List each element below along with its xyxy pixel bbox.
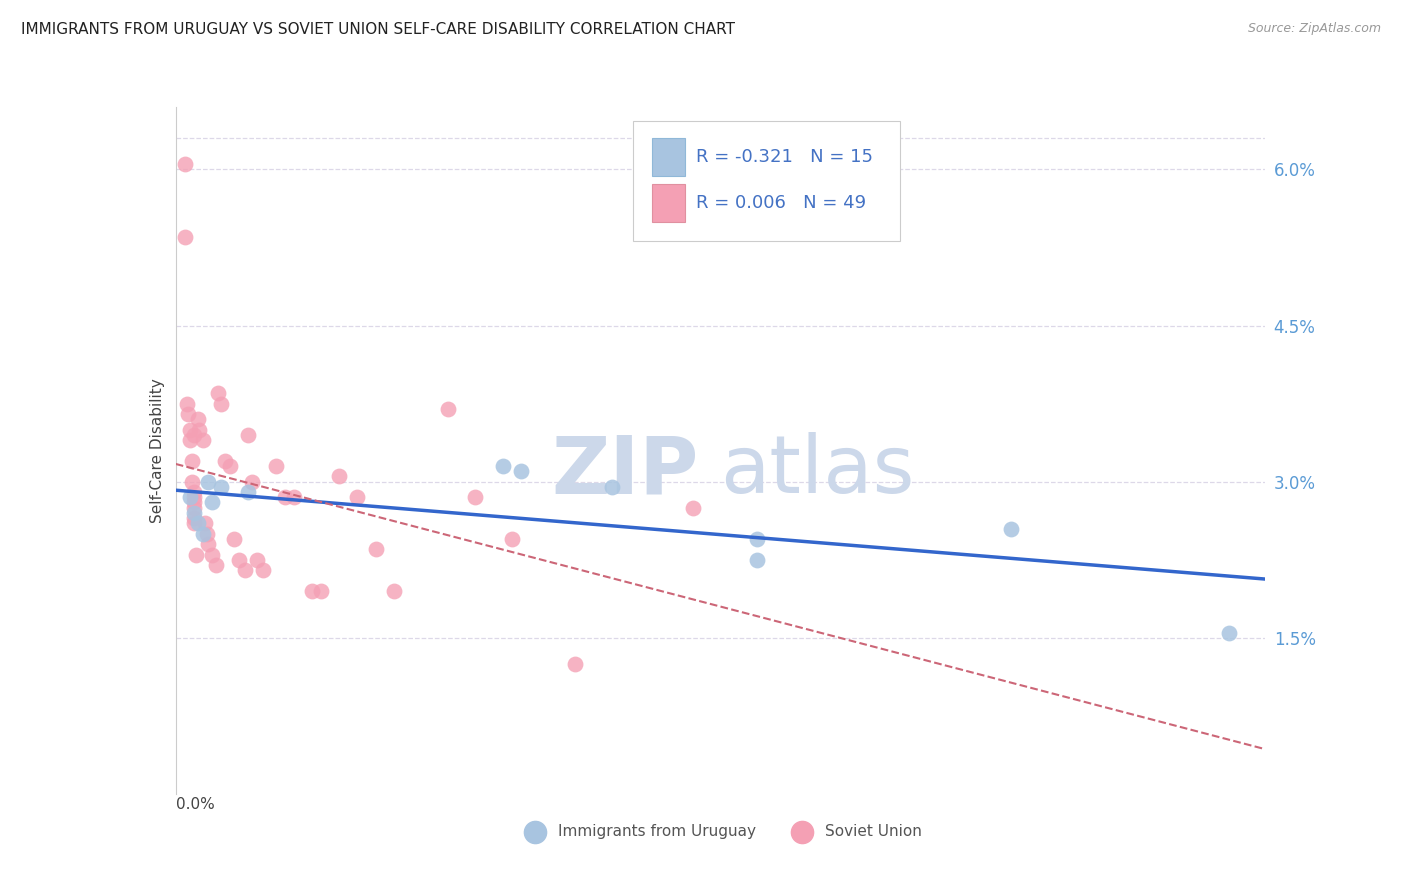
- FancyBboxPatch shape: [652, 185, 685, 222]
- Point: [346, 491, 368, 505]
- Text: atlas: atlas: [721, 432, 915, 510]
- Point: [204, 558, 226, 572]
- Point: [233, 563, 256, 577]
- Point: [564, 657, 586, 671]
- Point: [191, 526, 214, 541]
- Point: [186, 516, 209, 531]
- Point: [1218, 625, 1240, 640]
- Point: [173, 157, 195, 171]
- Point: [186, 412, 209, 426]
- Point: [197, 537, 219, 551]
- Point: [283, 491, 305, 505]
- Point: [501, 532, 523, 546]
- Point: [745, 532, 768, 546]
- Point: [181, 454, 204, 468]
- Text: Source: ZipAtlas.com: Source: ZipAtlas.com: [1247, 22, 1381, 36]
- Point: [509, 464, 531, 478]
- Point: [228, 552, 250, 567]
- Point: [745, 552, 768, 567]
- Text: R = 0.006   N = 49: R = 0.006 N = 49: [696, 194, 866, 212]
- Point: [238, 485, 260, 500]
- Point: [183, 495, 205, 509]
- FancyBboxPatch shape: [652, 138, 685, 176]
- Point: [201, 495, 224, 509]
- Text: ZIP: ZIP: [551, 432, 699, 510]
- Point: [195, 526, 218, 541]
- Point: [183, 516, 205, 531]
- Legend: Immigrants from Uruguay, Soviet Union: Immigrants from Uruguay, Soviet Union: [513, 817, 928, 845]
- Point: [183, 506, 205, 520]
- Point: [191, 433, 214, 447]
- Text: R = -0.321   N = 15: R = -0.321 N = 15: [696, 148, 873, 166]
- Point: [177, 407, 200, 421]
- Point: [437, 401, 460, 416]
- Point: [238, 427, 260, 442]
- Point: [274, 491, 297, 505]
- Point: [197, 475, 219, 489]
- Point: [181, 475, 204, 489]
- Point: [173, 230, 195, 244]
- Point: [328, 469, 350, 483]
- Point: [464, 491, 486, 505]
- Point: [176, 396, 198, 410]
- Point: [600, 480, 623, 494]
- Point: [682, 500, 704, 515]
- Point: [301, 584, 323, 599]
- Point: [264, 458, 287, 473]
- Point: [188, 423, 211, 437]
- Point: [194, 516, 217, 531]
- Point: [183, 485, 205, 500]
- Point: [184, 548, 207, 562]
- Point: [1000, 521, 1022, 535]
- Point: [246, 552, 269, 567]
- Point: [207, 386, 229, 401]
- Point: [183, 427, 205, 442]
- Point: [179, 433, 201, 447]
- Point: [183, 500, 205, 515]
- Point: [179, 491, 201, 505]
- Point: [309, 584, 332, 599]
- Point: [222, 532, 245, 546]
- Point: [364, 542, 387, 557]
- Y-axis label: Self-Care Disability: Self-Care Disability: [149, 378, 165, 523]
- FancyBboxPatch shape: [633, 120, 900, 241]
- Point: [492, 458, 515, 473]
- Text: IMMIGRANTS FROM URUGUAY VS SOVIET UNION SELF-CARE DISABILITY CORRELATION CHART: IMMIGRANTS FROM URUGUAY VS SOVIET UNION …: [21, 22, 735, 37]
- Point: [382, 584, 405, 599]
- Point: [252, 563, 274, 577]
- Text: 0.0%: 0.0%: [176, 797, 215, 813]
- Point: [179, 423, 201, 437]
- Point: [214, 454, 236, 468]
- Point: [183, 511, 205, 525]
- Point: [209, 396, 232, 410]
- Point: [183, 491, 205, 505]
- Point: [201, 548, 224, 562]
- Point: [219, 458, 242, 473]
- Point: [240, 475, 263, 489]
- Point: [209, 480, 232, 494]
